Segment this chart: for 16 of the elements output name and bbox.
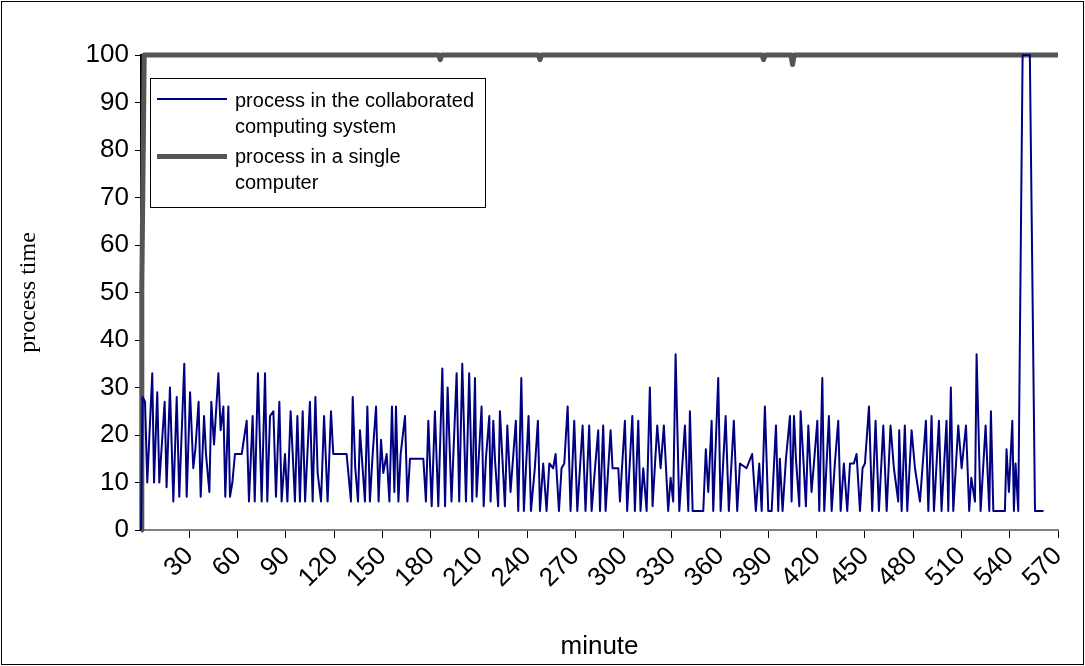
y-tick-label: 40 bbox=[100, 323, 129, 354]
y-tick-label: 60 bbox=[100, 228, 129, 259]
y-tick-label: 80 bbox=[100, 133, 129, 164]
legend-label: process in a single computer bbox=[235, 144, 402, 195]
y-tick-label: 70 bbox=[100, 180, 129, 211]
y-tick-label: 50 bbox=[100, 275, 129, 306]
x-tick-label: 30 bbox=[156, 540, 199, 582]
y-tick-label: 20 bbox=[100, 418, 129, 449]
y-tick-label: 0 bbox=[114, 513, 129, 544]
x-axis-title: minute bbox=[560, 629, 639, 660]
y-tick-label: 90 bbox=[100, 85, 129, 116]
x-tick-label: 60 bbox=[205, 540, 247, 582]
y-tick-label: 30 bbox=[100, 370, 129, 401]
y-axis-title: process time bbox=[13, 232, 40, 353]
y-tick-label: 100 bbox=[85, 38, 129, 69]
y-tick-label: 10 bbox=[100, 465, 129, 496]
